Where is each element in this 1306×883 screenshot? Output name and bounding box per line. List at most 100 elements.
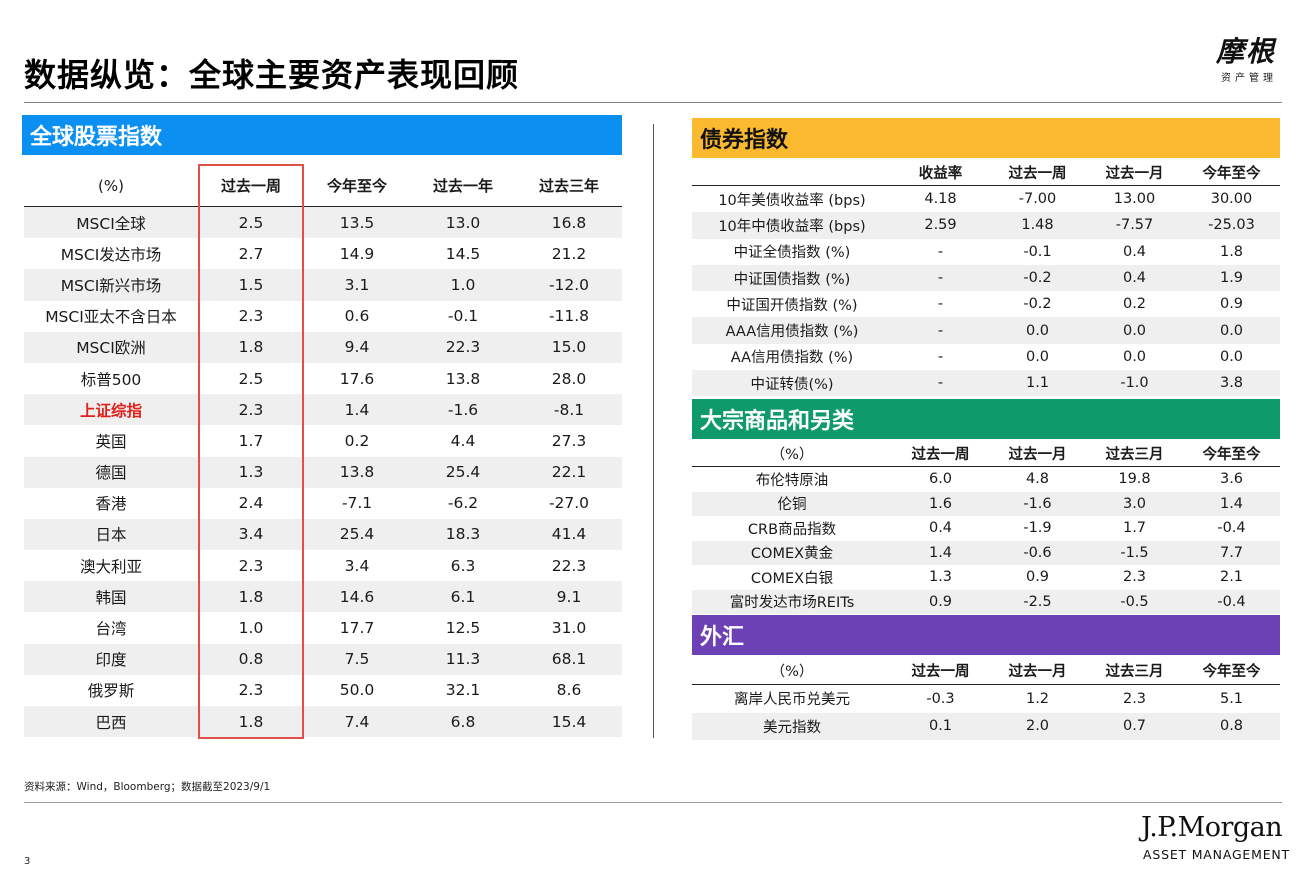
table-row: 10年美债收益率 (bps) 4.18 -7.00 13.00 30.00 <box>692 186 1280 212</box>
table-cell: -8.1 <box>553 400 585 419</box>
table-cell: 7.7 <box>1219 544 1244 561</box>
table-row: 中证国债指数 (%) - -0.2 0.4 1.9 <box>692 264 1280 292</box>
table-cell: 30.00 <box>1210 191 1253 208</box>
table-cell: 2.3 <box>238 681 264 700</box>
table-cell: 0.0 <box>1025 348 1050 365</box>
table-cell: 6.1 <box>450 587 476 606</box>
table-cell: 9.4 <box>344 338 370 357</box>
table-row: 中证转债(%) - 1.1 -1.0 3.8 <box>692 370 1280 397</box>
table-cell: - <box>937 270 944 287</box>
table-cell: 5.1 <box>1219 690 1244 707</box>
table-row: 香港 2.4 -7.1 -6.2 -27.0 <box>24 488 622 519</box>
table-cell: 0.0 <box>1219 348 1244 365</box>
row-label: 布伦特原油 <box>755 472 829 489</box>
row-label: 上证综指 <box>79 401 142 420</box>
row-label: 10年中债收益率 (bps) <box>718 218 866 235</box>
column-header: 今年至今 <box>1202 166 1261 182</box>
table-row: MSCI发达市场 2.7 14.9 14.5 21.2 <box>24 238 622 269</box>
source-note: 资料来源：Wind，Bloomberg；数据截至2023/9/1 <box>24 781 271 793</box>
table-cell: 27.3 <box>551 431 587 450</box>
row-label: 伦铜 <box>777 497 807 514</box>
table-cell: 0.9 <box>1219 296 1244 313</box>
row-label: 标普500 <box>80 370 142 389</box>
table-row: MSCI全球 2.5 13.5 13.0 16.8 <box>24 207 622 239</box>
table-cell: 0.8 <box>1219 718 1244 735</box>
table-cell: 0.7 <box>1122 718 1147 735</box>
table-cell: - <box>937 296 944 313</box>
commodities-table: （%） 过去一周 过去一月 过去三月 今年至今 布伦特原油 6.0 4.8 19.8 3.6 伦铜 1… <box>692 441 1280 614</box>
table-cell: 1.8 <box>238 587 264 606</box>
table-cell: 4.4 <box>450 431 476 450</box>
column-header: 今年至今 <box>1202 447 1261 463</box>
equity-table-body: MSCI全球 2.5 13.5 13.0 16.8 MSCI发达市场 2.7 14.9 14.5… <box>24 207 622 738</box>
table-cell: -0.3 <box>926 690 955 707</box>
table-cell: 2.1 <box>1219 569 1244 586</box>
table-row: 中证国开债指数 (%) - -0.2 0.2 0.9 <box>692 291 1280 317</box>
table-cell: 2.3 <box>1122 690 1147 707</box>
vertical-divider <box>653 124 654 738</box>
column-header: 过去一周 <box>1008 166 1067 182</box>
week-column-highlight-box <box>198 164 304 739</box>
table-cell: 0.2 <box>1122 296 1147 313</box>
logo-sub: 资产管理 <box>1221 73 1277 84</box>
table-cell: 1.7 <box>238 431 264 450</box>
page-title: 数据纵览：全球主要资产表现回顾 <box>24 56 520 94</box>
table-cell: 2.7 <box>238 244 264 263</box>
table-row: 标普500 2.5 17.6 13.8 28.0 <box>24 363 622 394</box>
table-row: COMEX白银 1.3 0.9 2.3 2.1 <box>692 565 1280 590</box>
row-label: 离岸人民币兑美元 <box>734 692 850 709</box>
table-row: 英国 1.7 0.2 4.4 27.3 <box>24 425 622 456</box>
column-header: 过去一月 <box>1008 447 1067 463</box>
footer-divider <box>24 802 1282 803</box>
table-cell: -0.2 <box>1023 296 1052 313</box>
fx-table: （%） 过去一周 过去一月 过去三月 今年至今离岸人民币兑美元 -0.3 1.2 2.3 5.1… <box>692 657 1280 740</box>
table-cell: -2.5 <box>1023 593 1052 610</box>
bonds-section-header: 债券指数 <box>692 118 1280 158</box>
table-row: 巴西 1.8 7.4 6.8 15.4 <box>24 706 622 738</box>
column-header: 今年至今 <box>1202 664 1261 680</box>
row-label: AAA信用债指数 (%) <box>725 324 859 341</box>
table-cell: 3.4 <box>238 525 264 544</box>
row-label: 美元指数 <box>763 719 821 736</box>
row-label: 中证国开债指数 (%) <box>726 297 858 314</box>
column-header: 过去一月 <box>1105 166 1164 182</box>
table-row: 10年中债收益率 (bps) 2.59 1.48 -7.57 -25.03 <box>692 212 1280 239</box>
table-cell: 1.0 <box>450 275 476 294</box>
table-cell: - <box>937 348 944 365</box>
table-cell: 22.1 <box>551 463 587 482</box>
table-cell: -12.0 <box>548 275 590 294</box>
table-cell: -11.8 <box>548 307 590 326</box>
row-label: MSCI欧洲 <box>76 339 146 358</box>
table-row: 中证全债指数 (%) - -0.1 0.4 1.8 <box>692 239 1280 265</box>
table-cell: 1.4 <box>928 544 953 561</box>
table-cell: 50.0 <box>339 681 375 700</box>
table-cell: 0.9 <box>1025 569 1050 586</box>
column-header: 过去一周 <box>911 447 970 463</box>
table-cell: 1.7 <box>1122 520 1147 537</box>
table-cell: 13.0 <box>445 213 481 232</box>
table-row: MSCI亚太不含日本 2.3 0.6 -0.1 -11.8 <box>24 301 622 332</box>
title-divider <box>24 102 1282 103</box>
fx-table-header: （%） 过去一周 过去一月 过去三月 今年至今 <box>692 657 1280 685</box>
table-cell: 0.4 <box>1122 270 1147 287</box>
table-cell: 0.4 <box>1122 243 1147 260</box>
table-cell: 6.0 <box>928 471 953 488</box>
row-label: 10年美债收益率 (bps) <box>718 192 866 209</box>
table-cell: 3.6 <box>1219 471 1244 488</box>
row-label: 巴西 <box>95 713 127 732</box>
table-cell: 13.00 <box>1113 191 1156 208</box>
table-cell: 1.8 <box>238 338 264 357</box>
table-cell: 0.2 <box>344 431 370 450</box>
table-cell: 25.4 <box>445 463 481 482</box>
table-cell: 16.8 <box>551 213 587 232</box>
table-cell: 1.2 <box>1025 690 1050 707</box>
table-cell: 0.9 <box>928 593 953 610</box>
table-cell: 3.4 <box>344 556 370 575</box>
table-cell: -7.57 <box>1115 217 1154 234</box>
table-cell: 32.1 <box>445 681 481 700</box>
logo-cn: 摩根 <box>1216 35 1277 68</box>
table-cell: 1.9 <box>1219 270 1244 287</box>
table-cell: 15.4 <box>551 712 587 731</box>
table-cell: 19.8 <box>1118 471 1151 488</box>
table-cell: 0.0 <box>1122 348 1147 365</box>
